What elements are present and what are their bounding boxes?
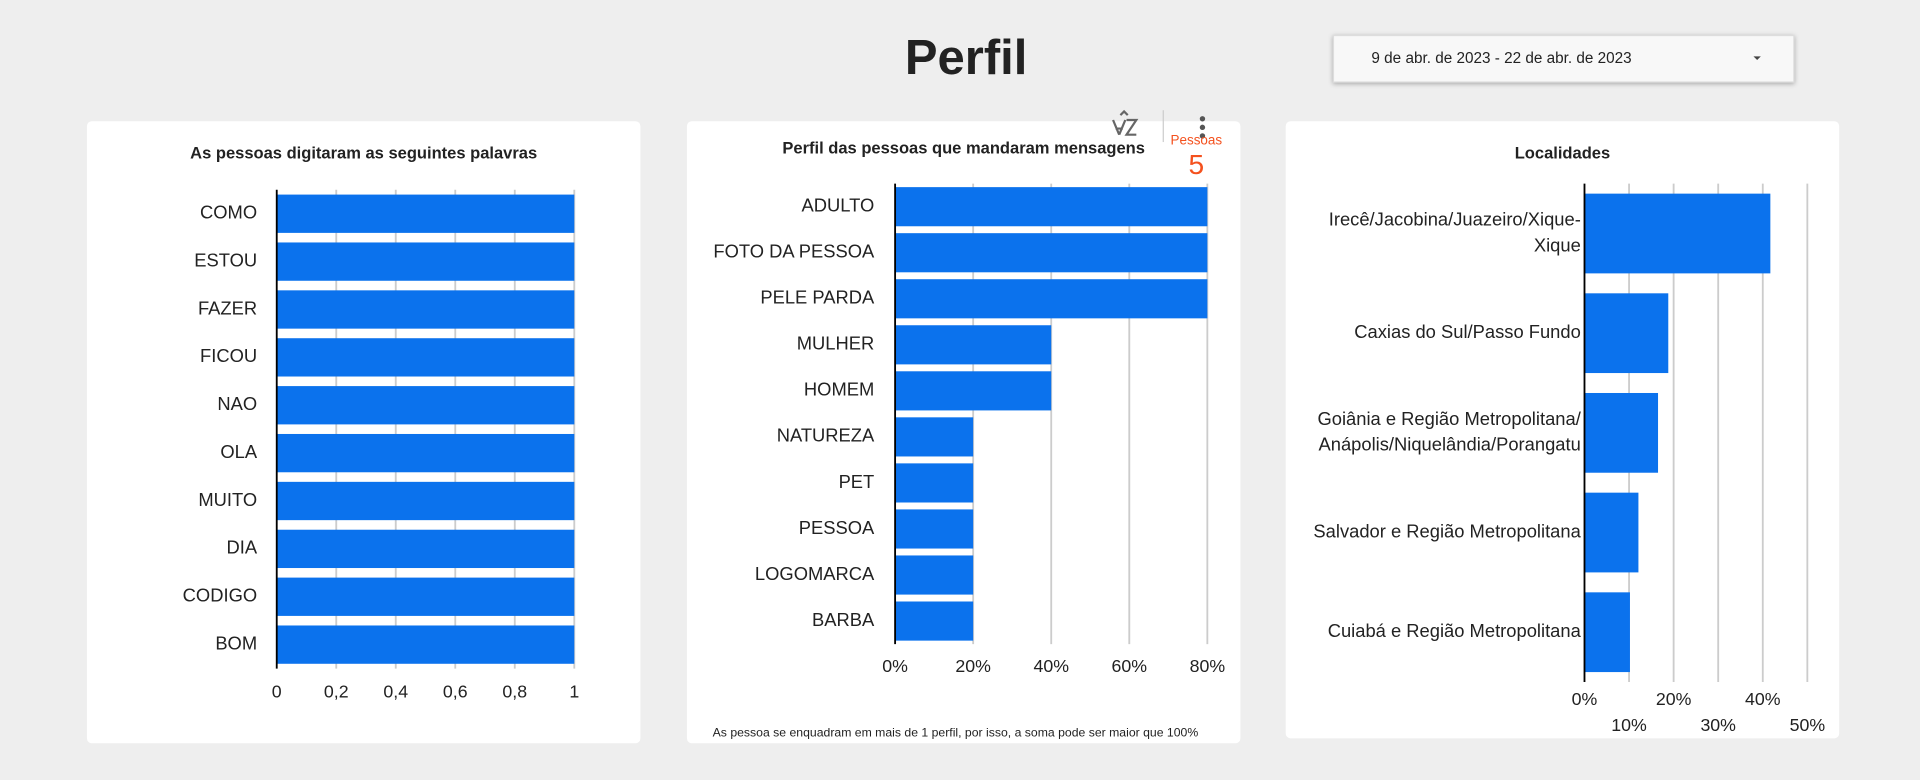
x-tick-label: 0,4 xyxy=(383,682,408,702)
bar xyxy=(276,625,575,664)
x-tick-label: 0% xyxy=(882,656,908,676)
bar xyxy=(895,187,1208,227)
bar xyxy=(276,386,575,425)
bar xyxy=(895,417,974,457)
bar xyxy=(895,233,1208,273)
y-tick-label: DIA xyxy=(227,537,258,558)
bar xyxy=(276,338,575,377)
bar xyxy=(276,242,575,281)
y-tick-label: PET xyxy=(839,471,875,492)
y-tick-label: FICOU xyxy=(200,345,257,366)
x-tick-label: 40% xyxy=(1745,689,1781,709)
y-tick-label: ADULTO xyxy=(802,195,875,216)
bar xyxy=(276,577,575,616)
chart-title: As pessoas digitaram as seguintes palavr… xyxy=(190,144,537,163)
y-tick-label: NATUREZA xyxy=(777,425,875,446)
date-picker[interactable]: 9 de abr. de 2023 - 22 de abr. de 2023 xyxy=(1332,34,1795,83)
y-tick-label: BARBA xyxy=(812,609,875,630)
x-tick-label: 20% xyxy=(1656,689,1692,709)
x-tick-label: 80% xyxy=(1190,656,1226,676)
x-tick-label: 30% xyxy=(1700,715,1736,735)
bar xyxy=(276,433,575,473)
y-tick-label: PELE PARDA xyxy=(760,287,875,308)
y-tick-label: OLA xyxy=(220,441,257,462)
chart-title: Localidades xyxy=(1515,144,1610,163)
y-tick-label: NAO xyxy=(217,393,257,414)
y-tick-label: Salvador e Região Metropolitana xyxy=(1313,520,1581,541)
bar xyxy=(895,325,1052,365)
sort-icon[interactable] xyxy=(1112,109,1139,136)
y-tick-label: Caxias do Sul/Passo Fundo xyxy=(1354,321,1581,342)
y-tick-label: Cuiabá e Região Metropolitana xyxy=(1328,620,1582,641)
bar xyxy=(895,555,974,595)
y-tick-label: ESTOU xyxy=(194,249,257,270)
y-tick-label: Irecê/Jacobina/Juazeiro/Xique-Xique xyxy=(1329,208,1581,255)
dropdown-arrow[interactable] xyxy=(1753,56,1761,60)
footnote: As pessoa se enquadram em mais de 1 perf… xyxy=(713,726,1199,740)
x-tick-label: 1 xyxy=(569,682,579,702)
bar xyxy=(1584,293,1669,374)
y-tick-label: HOMEM xyxy=(804,379,874,400)
x-tick-label: 0,2 xyxy=(324,682,349,702)
y-tick-label: Goiânia e Região Metropolitana/Anápolis/… xyxy=(1317,408,1581,455)
y-tick-label: MUITO xyxy=(198,489,257,510)
chart-card: As pessoas digitaram as seguintes palavr… xyxy=(86,121,641,744)
scorecard-value: 5 xyxy=(1188,149,1204,180)
chart-card: Perfil das pessoas que mandaram mensagen… xyxy=(686,121,1241,744)
x-tick-label: 50% xyxy=(1790,715,1826,735)
y-tick-label: MULHER xyxy=(797,333,875,354)
bar xyxy=(1584,193,1771,274)
card xyxy=(1285,121,1840,739)
y-tick-label: FAZER xyxy=(198,297,257,318)
date-range[interactable]: 9 de abr. de 2023 - 22 de abr. de 2023 xyxy=(1371,50,1631,67)
bar xyxy=(1584,492,1639,573)
bar xyxy=(895,463,974,503)
bar xyxy=(276,481,575,521)
x-tick-label: 0,8 xyxy=(502,682,527,702)
chart-title: Perfil das pessoas que mandaram mensagen… xyxy=(782,139,1145,158)
x-tick-label: 10% xyxy=(1611,715,1647,735)
y-tick-label: PESSOA xyxy=(799,517,875,538)
x-tick-label: 20% xyxy=(955,656,991,676)
menu-dot[interactable] xyxy=(1199,116,1206,122)
x-tick-label: 0 xyxy=(272,682,282,702)
scorecard-label: Pessoas xyxy=(1171,132,1223,147)
y-tick-label: FOTO DA PESSOA xyxy=(713,241,875,262)
bar xyxy=(895,371,1052,411)
y-tick-label: COMO xyxy=(200,202,257,223)
y-tick-label: BOM xyxy=(215,632,257,653)
x-tick-label: 60% xyxy=(1112,656,1148,676)
page-title: Perfil xyxy=(905,31,1027,85)
menu-dot[interactable] xyxy=(1199,133,1206,139)
x-tick-label: 0% xyxy=(1572,689,1598,709)
bar xyxy=(895,509,974,549)
bar xyxy=(276,290,575,329)
bar xyxy=(895,279,1208,319)
x-tick-label: 40% xyxy=(1033,656,1069,676)
bar xyxy=(1584,592,1630,673)
bar xyxy=(1584,392,1659,473)
menu-dot[interactable] xyxy=(1199,124,1206,131)
bar xyxy=(276,194,575,233)
x-tick-label: 0,6 xyxy=(443,682,468,702)
y-tick-label: CODIGO xyxy=(183,585,257,606)
date-box[interactable] xyxy=(1332,34,1795,83)
bar xyxy=(895,601,974,641)
bar xyxy=(276,529,575,569)
y-tick-label: LOGOMARCA xyxy=(755,563,875,584)
chart-card: Localidades 0% 10% 20% 30% 40% 50% Irecê/Jacobi… xyxy=(1285,121,1840,739)
